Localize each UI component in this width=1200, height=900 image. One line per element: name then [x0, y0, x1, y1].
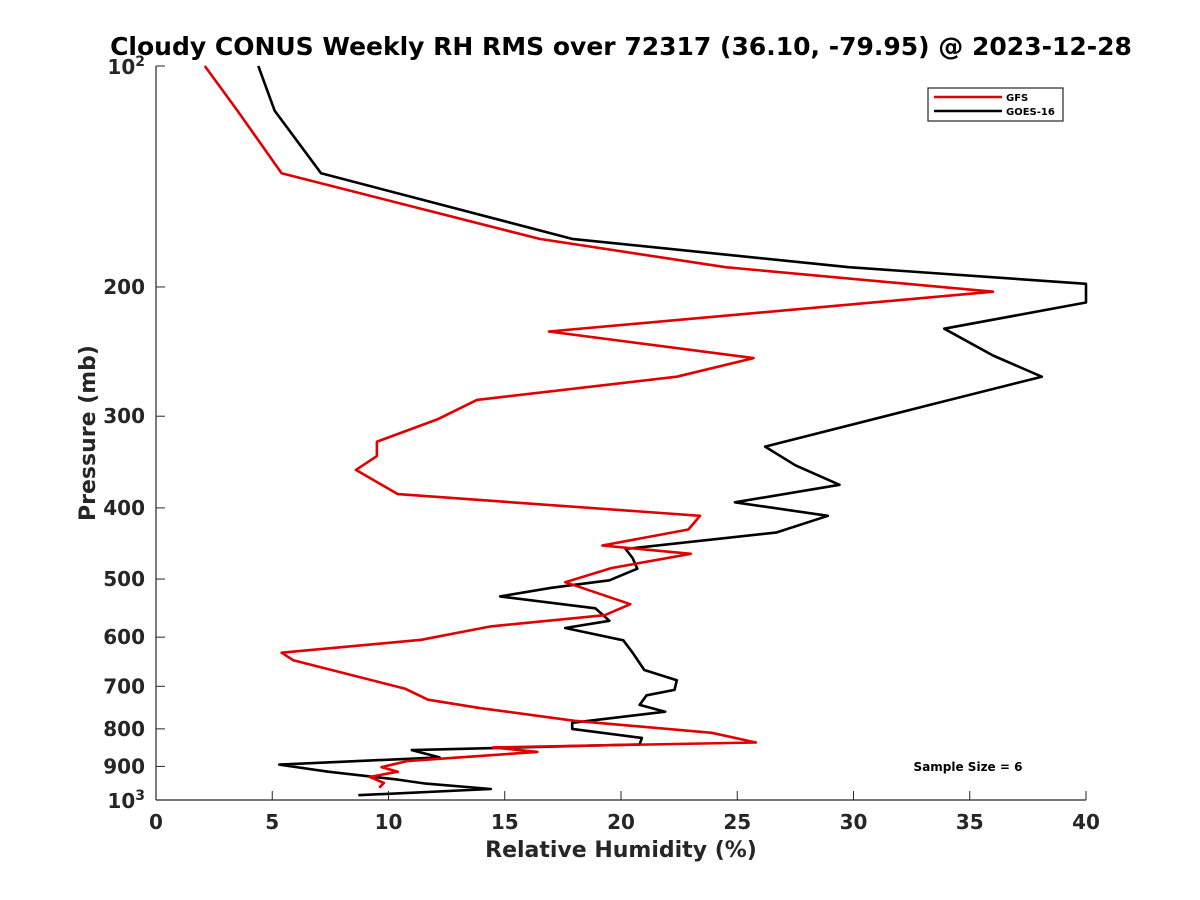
- legend-box: [927, 87, 1064, 122]
- sample-size-annotation: Sample Size = 6: [914, 760, 1023, 774]
- legend-label-gfs: GFS: [1006, 93, 1028, 104]
- y-tick-label: 700: [103, 674, 145, 698]
- series-line-gfs: [203, 65, 995, 789]
- y-tick-label: 400: [103, 496, 145, 520]
- y-tick-label: 800: [103, 717, 145, 741]
- x-tick-label: 35: [956, 810, 984, 834]
- x-axis-label: Relative Humidity (%): [485, 838, 757, 863]
- y-tick-label: 900: [103, 754, 145, 778]
- x-tick-label: 25: [723, 810, 751, 834]
- x-axis-ticks: 0 5 10 15 20 25 30 35 40: [149, 791, 1100, 834]
- x-tick-label: 30: [840, 810, 868, 834]
- series-layer: [203, 65, 1088, 797]
- x-tick-label: 10: [375, 810, 403, 834]
- legend: GFS GOES-16: [927, 87, 1064, 122]
- y-tick-label: 300: [103, 404, 145, 428]
- x-tick-label: 15: [491, 810, 519, 834]
- y-axis-ticks: 102 200 300 400 500 600 700 800 900 103: [103, 54, 165, 813]
- y-tick-label: 200: [103, 275, 145, 299]
- y-tick-label: 600: [103, 625, 145, 649]
- y-tick-label: 103: [107, 788, 145, 813]
- x-tick-label: 20: [607, 810, 635, 834]
- plot-area: [156, 66, 1086, 800]
- y-tick-label: 500: [103, 567, 145, 591]
- y-tick-label: 102: [107, 54, 145, 79]
- y-axis-label: Pressure (mb): [76, 345, 101, 521]
- x-tick-label: 5: [265, 810, 279, 834]
- chart-title: Cloudy CONUS Weekly RH RMS over 72317 (3…: [110, 32, 1132, 61]
- legend-label-goes16: GOES-16: [1006, 107, 1055, 118]
- x-tick-label: 0: [149, 810, 163, 834]
- x-tick-label: 40: [1072, 810, 1100, 834]
